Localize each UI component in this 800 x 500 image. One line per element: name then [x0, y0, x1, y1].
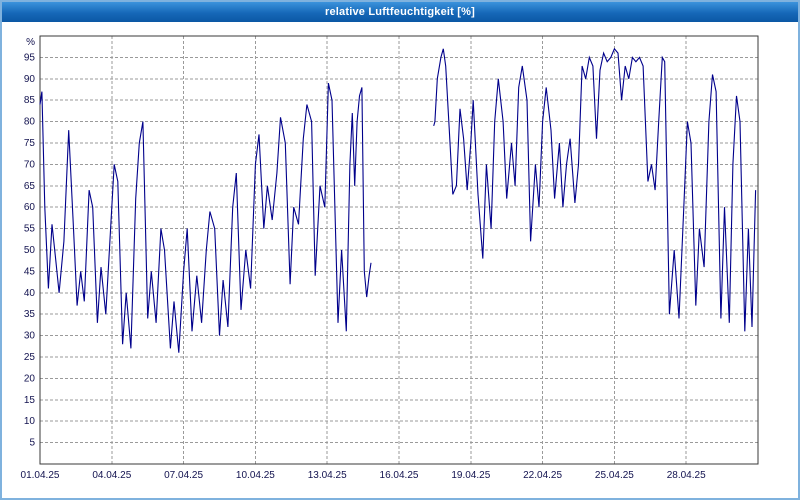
- y-axis-tick-label: 95: [24, 52, 36, 63]
- chart-title: relative Luftfeuchtigkeit [%]: [324, 6, 476, 18]
- y-axis-tick-label: 90: [24, 74, 36, 85]
- y-axis-tick-label: 25: [24, 352, 36, 363]
- x-axis-tick-label: 07.04.25: [164, 470, 203, 481]
- y-axis-tick-label: 40: [24, 288, 36, 299]
- y-axis-tick-label: 75: [24, 138, 36, 149]
- y-axis-tick-label: 20: [24, 373, 36, 384]
- x-axis-tick-label: 16.04.25: [380, 470, 419, 481]
- x-axis-tick-label: 19.04.25: [451, 470, 490, 481]
- y-axis-tick-label: 35: [24, 309, 36, 320]
- y-axis-tick-label: 85: [24, 95, 36, 106]
- humidity-line: [433, 47, 757, 332]
- y-axis-tick-label: 65: [24, 181, 36, 192]
- y-axis-tick-label: 70: [24, 159, 36, 170]
- y-axis-tick-label: 45: [24, 266, 36, 277]
- y-axis-tick-label: 50: [24, 245, 36, 256]
- humidity-line: [39, 82, 372, 353]
- y-axis-tick-label: 15: [24, 395, 36, 406]
- window-title-bar[interactable]: relative Luftfeuchtigkeit [%]: [2, 2, 798, 22]
- x-axis-tick-label: 10.04.25: [236, 470, 275, 481]
- chart-area: 5 10 15 20 25 30 35 40 45 50 55 60 65 70 75 80 85 90 95% 01…: [2, 22, 798, 498]
- y-axis-unit-label: %: [26, 37, 35, 48]
- y-axis-tick-label: 55: [24, 224, 36, 235]
- y-axis-tick-label: 60: [24, 202, 36, 213]
- x-axis-tick-label: 25.04.25: [595, 470, 634, 481]
- x-axis-tick-label: 13.04.25: [308, 470, 347, 481]
- humidity-chart[interactable]: 5 10 15 20 25 30 35 40 45 50 55 60 65 70 75 80 85 90 95% 01…: [2, 22, 798, 498]
- y-axis-tick-label: 80: [24, 117, 36, 128]
- y-axis-tick-label: 30: [24, 331, 36, 342]
- x-axis-tick-label: 04.04.25: [92, 470, 131, 481]
- y-axis-tick-label: 10: [24, 416, 36, 427]
- x-axis-tick-label: 22.04.25: [523, 470, 562, 481]
- plot-border: [39, 35, 759, 465]
- y-axis-tick-label: 5: [29, 438, 35, 449]
- x-axis-tick-label: 01.04.25: [21, 470, 60, 481]
- x-axis-tick-label: 28.04.25: [667, 470, 706, 481]
